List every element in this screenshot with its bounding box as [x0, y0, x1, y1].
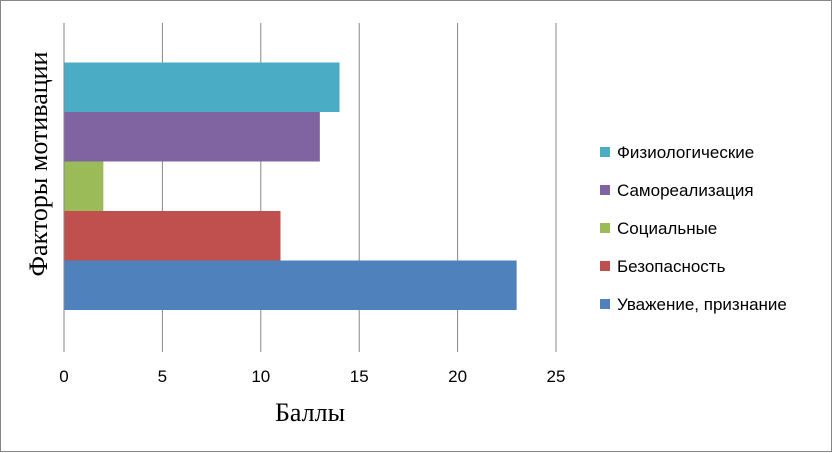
- x-tick-label: 0: [59, 367, 68, 386]
- legend-item: Физиологические: [600, 143, 754, 162]
- legend-swatch: [600, 261, 610, 271]
- legend-swatch: [600, 147, 610, 157]
- x-tick-label: 25: [547, 367, 566, 386]
- bars: [64, 62, 517, 310]
- legend-item: Безопасность: [600, 257, 726, 276]
- legend-label: Безопасность: [617, 257, 726, 276]
- bar: [64, 62, 340, 112]
- legend-label: Физиологические: [617, 143, 754, 162]
- bar: [64, 211, 281, 261]
- legend-swatch: [600, 299, 610, 309]
- bar: [64, 260, 517, 310]
- legend-label: Самореализация: [617, 181, 754, 200]
- legend-item: Самореализация: [600, 181, 754, 200]
- x-tick-label: 20: [448, 367, 467, 386]
- x-tick-label: 10: [251, 367, 270, 386]
- legend-item: Уважение, признание: [600, 295, 787, 314]
- x-axis-title: Баллы: [275, 398, 345, 427]
- x-tick-label: 15: [350, 367, 369, 386]
- bar: [64, 161, 104, 211]
- legend-swatch: [600, 223, 610, 233]
- y-axis-title: Факторы мотивации: [24, 51, 53, 276]
- legend-item: Социальные: [600, 219, 717, 238]
- legend-label: Социальные: [617, 219, 717, 238]
- x-axis: [63, 23, 557, 352]
- legend: Физиологические Самореализация Социальные Б…: [600, 143, 787, 314]
- x-tick-label: 5: [158, 367, 167, 386]
- x-tick-labels: 0 5 10 15 20 25: [59, 367, 565, 386]
- legend-swatch: [600, 185, 610, 195]
- legend-label: Уважение, признание: [617, 295, 787, 314]
- bar: [64, 112, 320, 162]
